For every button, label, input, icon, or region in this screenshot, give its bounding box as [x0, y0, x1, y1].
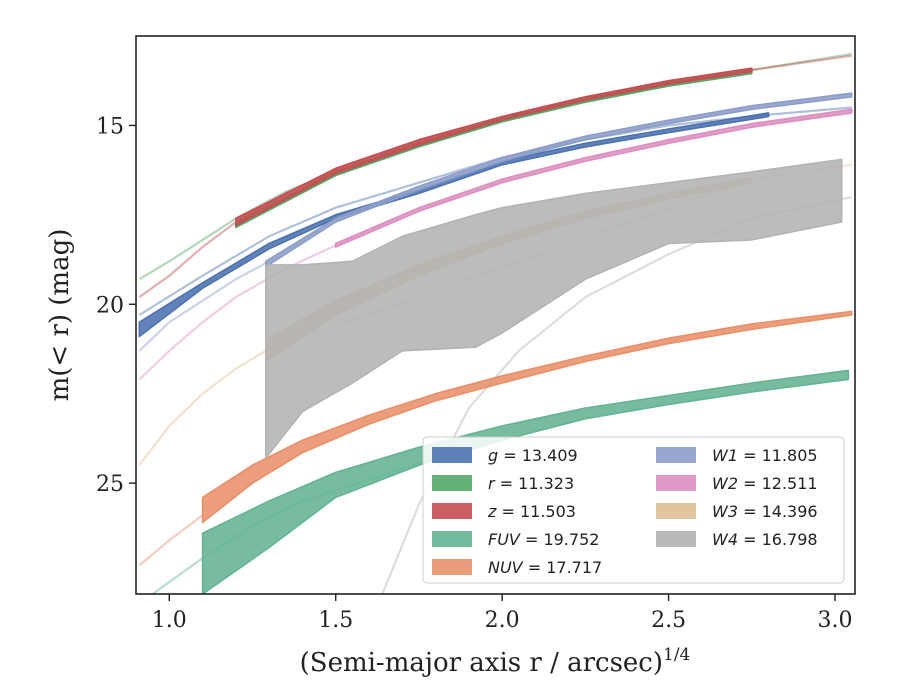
band-NUV-0	[201, 310, 853, 524]
faint-curve-NUV-0	[138, 514, 204, 567]
x-axis-ticks: 1.0 1.5 2.0 2.5 3.0	[152, 594, 853, 633]
legend-swatch-FUV	[432, 531, 472, 547]
band-g-0	[138, 112, 770, 338]
legend-swatch-W3	[656, 503, 696, 519]
band-W4-0	[265, 158, 843, 459]
y-axis-label: m(< r) (mag)	[45, 229, 75, 402]
band-W1-0	[265, 92, 853, 268]
data-bands	[138, 67, 853, 594]
legend-label-W4: W4 = 16.798	[712, 530, 818, 549]
legend: g = 13.409 r = 11.323 z = 11.503 FUV = 19.7…	[422, 436, 845, 584]
x-tick-label: 2.5	[651, 608, 686, 633]
legend-swatch-W2	[656, 475, 696, 491]
legend-swatch-W4	[656, 531, 696, 547]
legend-label-z: z = 11.503	[487, 502, 576, 521]
legend-label-FUV: FUV = 19.752	[488, 530, 599, 549]
x-axis-label-exponent: 1/4	[663, 645, 690, 665]
legend-box	[422, 436, 845, 584]
y-axis-ticks: 15 20 25	[96, 114, 136, 497]
legend-swatch-r	[432, 475, 472, 491]
legend-swatch-z	[432, 503, 472, 519]
legend-label-g: g = 13.409	[488, 446, 578, 465]
band-W2-0	[334, 108, 853, 248]
legend-label-W2: W2 = 12.511	[712, 474, 818, 493]
y-tick-label: 15	[96, 114, 124, 139]
x-tick-label: 1.5	[318, 608, 353, 633]
legend-label-W1: W1 = 11.805	[712, 446, 818, 465]
x-axis-label-main: (Semi-major axis r / arcsec)	[300, 648, 663, 678]
x-tick-label: 2.0	[485, 608, 520, 633]
x-tick-label: 1.0	[152, 608, 187, 633]
y-tick-label: 25	[96, 472, 124, 497]
faint-curve-W1-0	[138, 262, 267, 352]
x-tick-label: 3.0	[818, 608, 853, 633]
legend-label-W3: W3 = 14.396	[712, 502, 818, 521]
band-FUV-0	[201, 369, 850, 594]
y-tick-label: 20	[96, 293, 124, 318]
legend-label-r: r = 11.323	[488, 474, 574, 493]
plot-frame	[135, 35, 856, 595]
legend-label-NUV: NUV = 17.717	[488, 558, 602, 577]
legend-swatch-NUV	[432, 559, 472, 575]
legend-swatch-g	[432, 447, 472, 463]
legend-swatch-W1	[656, 447, 696, 463]
faint-curve-g-0	[138, 106, 852, 316]
band-z-0	[235, 67, 753, 227]
x-axis-label: (Semi-major axis r / arcsec)1/4	[300, 645, 691, 678]
